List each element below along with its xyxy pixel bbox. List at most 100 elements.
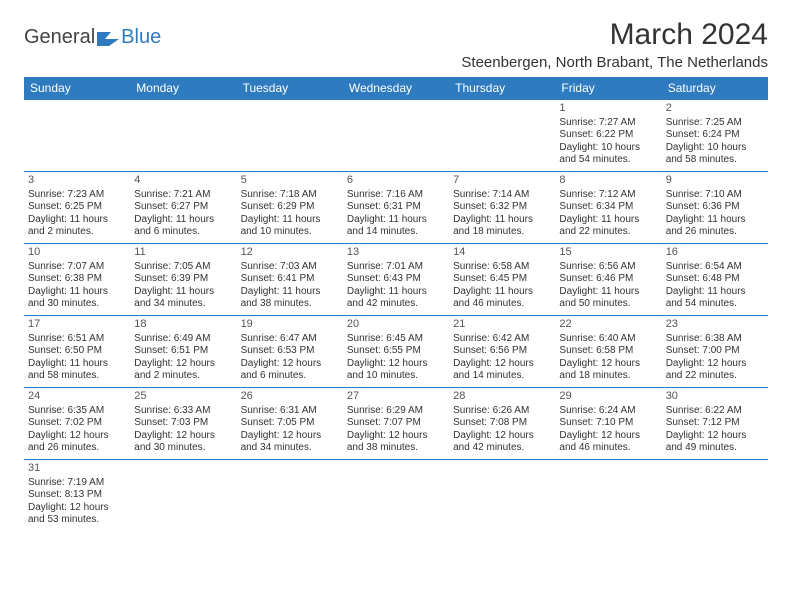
calendar-cell: 5Sunrise: 7:18 AMSunset: 6:29 PMDaylight… <box>237 172 343 244</box>
day-number: 1 <box>559 102 657 116</box>
calendar-cell: 8Sunrise: 7:12 AMSunset: 6:34 PMDaylight… <box>555 172 661 244</box>
calendar-cell: 19Sunrise: 6:47 AMSunset: 6:53 PMDayligh… <box>237 316 343 388</box>
calendar-cell: 31Sunrise: 7:19 AMSunset: 8:13 PMDayligh… <box>24 460 130 532</box>
sunset-text: Sunset: 7:02 PM <box>28 417 126 430</box>
daylight-text: Daylight: 10 hours and 54 minutes. <box>559 142 657 167</box>
daylight-text: Daylight: 12 hours and 14 minutes. <box>453 358 551 383</box>
day-number: 22 <box>559 318 657 332</box>
logo: General Blue <box>24 26 161 49</box>
location: Steenbergen, North Brabant, The Netherla… <box>461 54 768 71</box>
calendar-cell <box>343 100 449 172</box>
sunset-text: Sunset: 6:46 PM <box>559 273 657 286</box>
calendar-row: 24Sunrise: 6:35 AMSunset: 7:02 PMDayligh… <box>24 388 768 460</box>
sunset-text: Sunset: 6:31 PM <box>347 201 445 214</box>
sunset-text: Sunset: 8:13 PM <box>28 489 126 502</box>
daylight-text: Daylight: 11 hours and 46 minutes. <box>453 286 551 311</box>
calendar-cell: 9Sunrise: 7:10 AMSunset: 6:36 PMDaylight… <box>662 172 768 244</box>
calendar-cell: 15Sunrise: 6:56 AMSunset: 6:46 PMDayligh… <box>555 244 661 316</box>
sunrise-text: Sunrise: 6:54 AM <box>666 261 764 274</box>
day-number: 31 <box>28 462 126 476</box>
sunrise-text: Sunrise: 6:51 AM <box>28 333 126 346</box>
weekday-header: Friday <box>555 77 661 100</box>
day-number: 14 <box>453 246 551 260</box>
sunrise-text: Sunrise: 7:27 AM <box>559 117 657 130</box>
title-block: March 2024 Steenbergen, North Brabant, T… <box>461 18 768 71</box>
sunset-text: Sunset: 6:32 PM <box>453 201 551 214</box>
sunrise-text: Sunrise: 6:38 AM <box>666 333 764 346</box>
sunset-text: Sunset: 7:10 PM <box>559 417 657 430</box>
sunset-text: Sunset: 7:12 PM <box>666 417 764 430</box>
sunset-text: Sunset: 6:25 PM <box>28 201 126 214</box>
calendar-cell <box>237 100 343 172</box>
sunrise-text: Sunrise: 6:29 AM <box>347 405 445 418</box>
sunrise-text: Sunrise: 7:03 AM <box>241 261 339 274</box>
sunrise-text: Sunrise: 6:26 AM <box>453 405 551 418</box>
calendar-cell <box>449 100 555 172</box>
day-number: 4 <box>134 174 232 188</box>
day-number: 23 <box>666 318 764 332</box>
day-number: 19 <box>241 318 339 332</box>
day-number: 29 <box>559 390 657 404</box>
weekday-header: Monday <box>130 77 236 100</box>
daylight-text: Daylight: 12 hours and 26 minutes. <box>28 430 126 455</box>
calendar-cell: 20Sunrise: 6:45 AMSunset: 6:55 PMDayligh… <box>343 316 449 388</box>
calendar-body: 1Sunrise: 7:27 AMSunset: 6:22 PMDaylight… <box>24 100 768 532</box>
sunrise-text: Sunrise: 6:45 AM <box>347 333 445 346</box>
sunrise-text: Sunrise: 7:23 AM <box>28 189 126 202</box>
daylight-text: Daylight: 11 hours and 38 minutes. <box>241 286 339 311</box>
calendar-cell <box>662 460 768 532</box>
sunrise-text: Sunrise: 7:19 AM <box>28 477 126 490</box>
logo-text-general: General <box>24 26 95 49</box>
sunset-text: Sunset: 6:29 PM <box>241 201 339 214</box>
daylight-text: Daylight: 11 hours and 26 minutes. <box>666 214 764 239</box>
daylight-text: Daylight: 11 hours and 6 minutes. <box>134 214 232 239</box>
daylight-text: Daylight: 11 hours and 50 minutes. <box>559 286 657 311</box>
calendar-cell: 14Sunrise: 6:58 AMSunset: 6:45 PMDayligh… <box>449 244 555 316</box>
calendar-cell: 11Sunrise: 7:05 AMSunset: 6:39 PMDayligh… <box>130 244 236 316</box>
sunset-text: Sunset: 7:08 PM <box>453 417 551 430</box>
sunrise-text: Sunrise: 7:01 AM <box>347 261 445 274</box>
calendar-cell: 12Sunrise: 7:03 AMSunset: 6:41 PMDayligh… <box>237 244 343 316</box>
day-number: 24 <box>28 390 126 404</box>
day-number: 17 <box>28 318 126 332</box>
daylight-text: Daylight: 12 hours and 10 minutes. <box>347 358 445 383</box>
sunrise-text: Sunrise: 6:47 AM <box>241 333 339 346</box>
day-number: 2 <box>666 102 764 116</box>
calendar-cell: 26Sunrise: 6:31 AMSunset: 7:05 PMDayligh… <box>237 388 343 460</box>
calendar-cell: 22Sunrise: 6:40 AMSunset: 6:58 PMDayligh… <box>555 316 661 388</box>
sunset-text: Sunset: 6:36 PM <box>666 201 764 214</box>
calendar-cell <box>237 460 343 532</box>
daylight-text: Daylight: 11 hours and 30 minutes. <box>28 286 126 311</box>
day-number: 6 <box>347 174 445 188</box>
sunrise-text: Sunrise: 7:10 AM <box>666 189 764 202</box>
sunset-text: Sunset: 6:27 PM <box>134 201 232 214</box>
sunset-text: Sunset: 6:48 PM <box>666 273 764 286</box>
sunrise-text: Sunrise: 7:05 AM <box>134 261 232 274</box>
calendar-cell <box>130 460 236 532</box>
sunrise-text: Sunrise: 7:14 AM <box>453 189 551 202</box>
calendar-cell: 27Sunrise: 6:29 AMSunset: 7:07 PMDayligh… <box>343 388 449 460</box>
sunrise-text: Sunrise: 7:07 AM <box>28 261 126 274</box>
day-number: 30 <box>666 390 764 404</box>
daylight-text: Daylight: 10 hours and 58 minutes. <box>666 142 764 167</box>
daylight-text: Daylight: 11 hours and 22 minutes. <box>559 214 657 239</box>
sunrise-text: Sunrise: 6:22 AM <box>666 405 764 418</box>
calendar-row: 1Sunrise: 7:27 AMSunset: 6:22 PMDaylight… <box>24 100 768 172</box>
calendar-cell: 24Sunrise: 6:35 AMSunset: 7:02 PMDayligh… <box>24 388 130 460</box>
weekday-header: Wednesday <box>343 77 449 100</box>
weekday-header: Thursday <box>449 77 555 100</box>
daylight-text: Daylight: 12 hours and 18 minutes. <box>559 358 657 383</box>
sunrise-text: Sunrise: 7:16 AM <box>347 189 445 202</box>
calendar-cell: 7Sunrise: 7:14 AMSunset: 6:32 PMDaylight… <box>449 172 555 244</box>
day-number: 9 <box>666 174 764 188</box>
daylight-text: Daylight: 12 hours and 46 minutes. <box>559 430 657 455</box>
daylight-text: Daylight: 12 hours and 49 minutes. <box>666 430 764 455</box>
calendar-cell <box>555 460 661 532</box>
day-number: 5 <box>241 174 339 188</box>
sunset-text: Sunset: 6:45 PM <box>453 273 551 286</box>
calendar-cell: 6Sunrise: 7:16 AMSunset: 6:31 PMDaylight… <box>343 172 449 244</box>
calendar-cell: 10Sunrise: 7:07 AMSunset: 6:38 PMDayligh… <box>24 244 130 316</box>
calendar-cell: 25Sunrise: 6:33 AMSunset: 7:03 PMDayligh… <box>130 388 236 460</box>
sunset-text: Sunset: 6:41 PM <box>241 273 339 286</box>
daylight-text: Daylight: 11 hours and 18 minutes. <box>453 214 551 239</box>
